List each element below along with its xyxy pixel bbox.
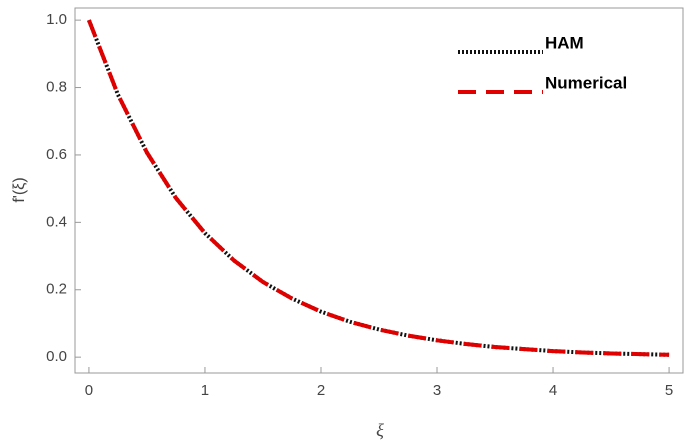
y-axis-label: f'(ξ) bbox=[11, 177, 28, 202]
y-tick-label: 1.0 bbox=[46, 11, 67, 28]
y-tick-label: 0.6 bbox=[46, 146, 67, 163]
series-line bbox=[87, 19, 670, 357]
y-tick-label: 0.4 bbox=[46, 213, 67, 230]
legend-text: Numerical bbox=[545, 73, 627, 92]
x-tick-label: 0 bbox=[85, 382, 93, 399]
x-tick-label: 4 bbox=[549, 382, 557, 399]
x-axis-label: ξ bbox=[376, 420, 384, 440]
x-tick-label: 2 bbox=[317, 382, 325, 399]
x-tick-label: 3 bbox=[433, 382, 441, 399]
y-tick-label: 0.8 bbox=[46, 79, 67, 96]
series-line bbox=[87, 19, 670, 357]
legend-text: HAM bbox=[545, 33, 584, 52]
x-tick-label: 5 bbox=[665, 382, 673, 399]
x-tick-label: 1 bbox=[201, 382, 209, 399]
plot-frame bbox=[74, 7, 684, 374]
y-tick-label: 0.0 bbox=[46, 348, 67, 365]
y-tick-label: 0.2 bbox=[46, 281, 67, 298]
